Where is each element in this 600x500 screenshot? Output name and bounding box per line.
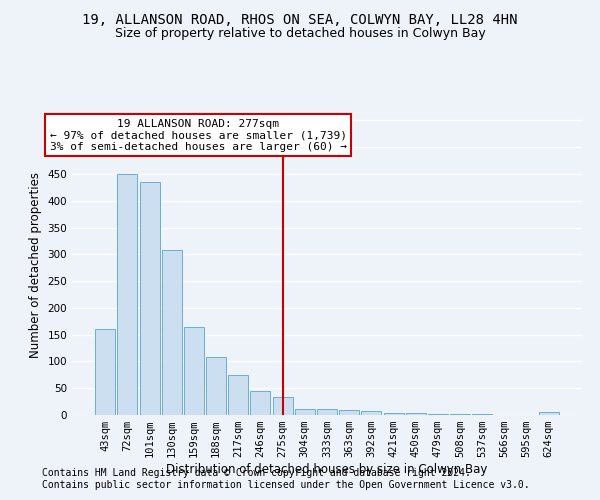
Text: Size of property relative to detached houses in Colwyn Bay: Size of property relative to detached ho…	[115, 28, 485, 40]
Text: Contains public sector information licensed under the Open Government Licence v3: Contains public sector information licen…	[42, 480, 530, 490]
Y-axis label: Number of detached properties: Number of detached properties	[29, 172, 42, 358]
Bar	[118, 174, 137, 415]
Bar	[539, 412, 559, 415]
X-axis label: Distribution of detached houses by size in Colwyn Bay: Distribution of detached houses by size …	[166, 463, 488, 476]
Bar	[206, 357, 226, 415]
Bar	[184, 326, 204, 415]
Text: 19 ALLANSON ROAD: 277sqm
← 97% of detached houses are smaller (1,739)
3% of semi: 19 ALLANSON ROAD: 277sqm ← 97% of detach…	[50, 118, 347, 152]
Bar	[428, 414, 448, 415]
Bar	[472, 414, 492, 415]
Bar	[317, 408, 337, 415]
Bar	[250, 391, 271, 415]
Bar	[295, 408, 315, 415]
Bar	[383, 414, 404, 415]
Bar	[339, 410, 359, 415]
Bar	[95, 330, 115, 415]
Text: Contains HM Land Registry data © Crown copyright and database right 2024.: Contains HM Land Registry data © Crown c…	[42, 468, 471, 477]
Bar	[228, 375, 248, 415]
Bar	[140, 182, 160, 415]
Bar	[406, 414, 426, 415]
Bar	[162, 250, 182, 415]
Text: 19, ALLANSON ROAD, RHOS ON SEA, COLWYN BAY, LL28 4HN: 19, ALLANSON ROAD, RHOS ON SEA, COLWYN B…	[82, 12, 518, 26]
Bar	[450, 414, 470, 415]
Bar	[361, 410, 382, 415]
Bar	[272, 398, 293, 415]
